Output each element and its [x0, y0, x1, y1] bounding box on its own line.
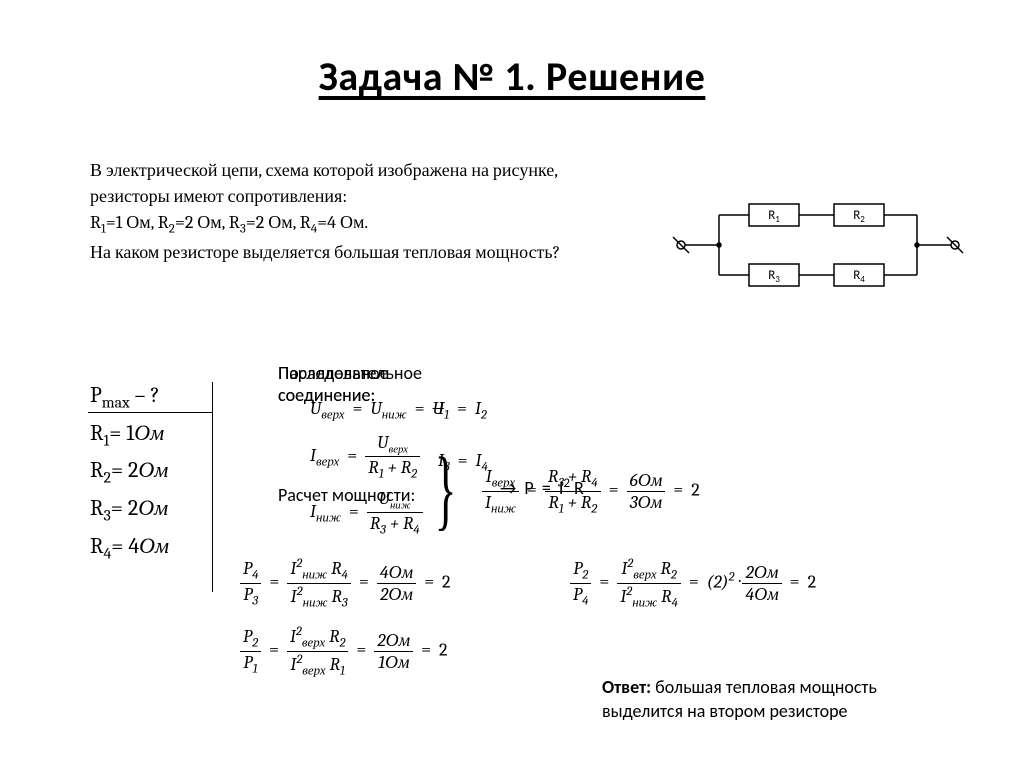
ratio-p21-result: 2 — [439, 639, 448, 660]
eq-i12: I1 = I2 — [438, 398, 487, 423]
ratio-p43-result: 2 — [442, 571, 451, 592]
eq-itop: Iверх = UверхR1 + R2 — [310, 432, 420, 481]
eq-p2p4: P2P4 = I2верх R2I2ниж R4 = (2)2 · 2Ом4Ом… — [570, 556, 816, 610]
answer-block: Ответ: большая тепловая мощность выделит… — [602, 675, 952, 724]
circuit-diagram: R1 R2 R3 R4 — [669, 185, 969, 305]
power-label: Расчет мощности: — [278, 484, 415, 506]
given-hline — [88, 412, 212, 413]
eq-p4p3: P4P3 = I2ниж R4I2ниж R3 = 4Ом2Ом = 2 — [240, 556, 451, 610]
ratio-p24-result: 2 — [808, 571, 817, 592]
given-r3: R3= 2Ом — [90, 491, 169, 529]
eq-u-parallel: Uверх = Uниж = U — [310, 398, 444, 423]
problem-statement: В электрической цепи, схема которой изоб… — [90, 158, 580, 266]
given-r4: R4= 4Ом — [90, 529, 169, 567]
problem-values: R1=1 Ом, R2=2 Ом, R3=2 Ом, R4=4 Ом. — [90, 212, 368, 233]
ratio-i-result: 2 — [691, 479, 700, 500]
header-power: Расчет мощности: — [278, 484, 415, 506]
given-r2: R2= 2Ом — [90, 453, 169, 491]
eq-p2p1: P2P1 = I2верх R2I2верх R1 = 2Ом1Ом = 2 — [240, 624, 448, 678]
given-r1: R1= 1Ом — [90, 416, 169, 454]
given-ask: Pmax – ? — [90, 378, 169, 416]
given-block: Pmax – ? R1= 1Ом R2= 2Ом R3= 2Ом R4= 4Ом — [90, 378, 169, 567]
page-title: Задача № 1. Решение — [0, 0, 1024, 101]
problem-question: На каком резисторе выделяется большая те… — [90, 242, 560, 263]
answer-label: Ответ: — [602, 676, 651, 698]
problem-line1: В электрической цепи, схема которой изоб… — [90, 160, 557, 207]
brace-icon: } — [435, 438, 457, 541]
given-vline — [212, 382, 213, 592]
eq-ratio-i: IверхIниж = R3 + R4R1 + R2 = 6Ом3Ом = 2 — [482, 466, 700, 516]
